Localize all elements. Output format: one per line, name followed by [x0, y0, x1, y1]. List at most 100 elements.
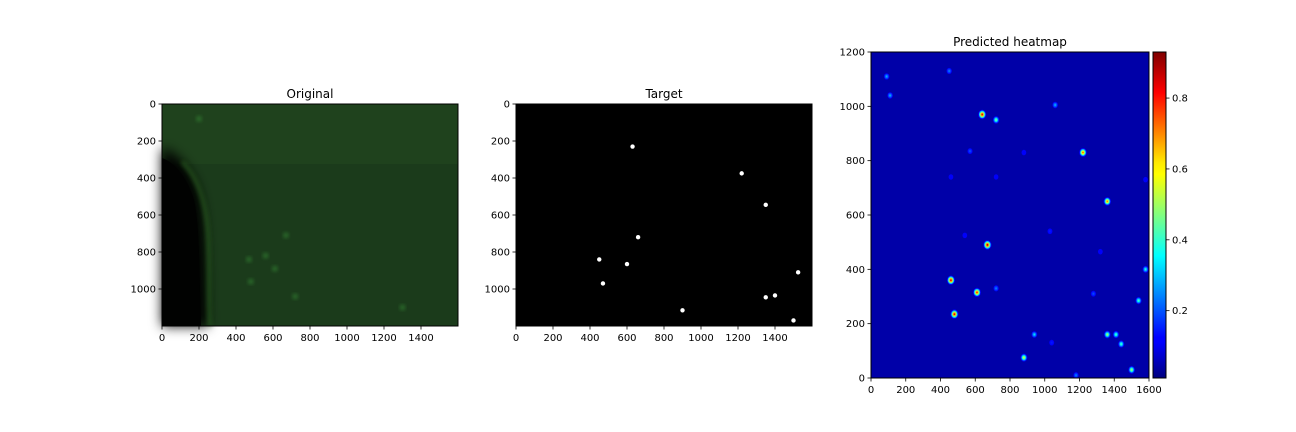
- heatmap-xtick-label: 0: [868, 385, 874, 396]
- heatmap-peak: [1128, 365, 1135, 374]
- heatmap-peak-ring: [1054, 104, 1056, 106]
- heatmap-peak: [887, 92, 893, 99]
- target-background: [516, 104, 812, 326]
- target-point: [635, 235, 641, 240]
- heatmap-peak: [946, 275, 955, 285]
- heatmap-peak: [973, 287, 981, 298]
- heatmap-peak-ring: [1051, 342, 1053, 344]
- colorbar-tick-label: 0.4: [1172, 235, 1188, 246]
- original-spot: [283, 233, 289, 238]
- heatmap-ytick-label: 200: [846, 319, 865, 330]
- heatmap-peak: [1047, 228, 1053, 235]
- heatmap-xtick-label: 600: [966, 385, 985, 396]
- heatmap-peak-ring: [981, 113, 984, 116]
- heatmap-peak: [1103, 197, 1112, 206]
- heatmap-background: [871, 52, 1149, 378]
- heatmap-ytick-label: 1200: [840, 48, 865, 59]
- original-xtick-label: 0: [159, 333, 165, 344]
- original-spot: [400, 305, 405, 310]
- heatmap-peak: [948, 174, 954, 180]
- heatmap-peak: [1097, 248, 1103, 255]
- heatmap-xtick-label: 400: [931, 385, 950, 396]
- target-xtick-label: 0: [513, 333, 519, 344]
- panel-original: Original 0 200 400 600 800 1000 1200 1400 0 200 40…: [131, 87, 459, 345]
- heatmap-xtick-label: 1600: [1136, 385, 1161, 396]
- original-ytick-label: 200: [137, 137, 156, 148]
- panel-heatmap: Predicted heatmap 0 200 400 600 800 1000 1200 1…: [840, 35, 1188, 396]
- heatmap-ytick-label: 600: [846, 211, 865, 222]
- original-spots: [196, 116, 405, 310]
- heatmap-peak: [992, 116, 1000, 124]
- target-point: [795, 270, 801, 275]
- target-point: [763, 295, 768, 300]
- target-point: [739, 171, 744, 176]
- heatmap-peak: [1049, 339, 1055, 346]
- heatmap-peak: [1142, 265, 1149, 273]
- target-xtick-label: 1400: [762, 333, 787, 344]
- original-ytick-label: 0: [150, 100, 156, 111]
- heatmap-peak: [1073, 372, 1079, 379]
- heatmap-peak-ring: [964, 234, 966, 236]
- original-axes: 0 200 400 600 800 1000 1200 1400 0 200 400 600 800 10…: [131, 100, 434, 345]
- original-ytick-label: 600: [137, 211, 156, 222]
- heatmap-peak: [978, 109, 987, 120]
- heatmap-peak-ring: [1130, 369, 1133, 371]
- target-title: Target: [644, 87, 682, 101]
- heatmap-peak: [1020, 353, 1028, 362]
- target-xtick-label: 1200: [725, 333, 750, 344]
- heatmap-peak: [1118, 340, 1125, 348]
- heatmap-peak-ring: [1075, 374, 1077, 376]
- heatmap-peaks: [883, 67, 1149, 379]
- target-ytick-label: 1000: [485, 285, 510, 296]
- original-bright-edge: [180, 160, 212, 327]
- heatmap-peak-ring: [1023, 151, 1025, 154]
- target-point: [791, 318, 796, 323]
- heatmap-peak: [1135, 296, 1142, 305]
- heatmap-peak-ring: [995, 287, 997, 289]
- heatmap-peak-ring: [1092, 293, 1094, 295]
- target-xtick-label: 1000: [688, 333, 713, 344]
- heatmap-peak: [1143, 176, 1148, 183]
- heatmap-peak-ring: [1106, 333, 1108, 336]
- heatmap-peak-ring: [953, 313, 956, 316]
- colorbar-tick-label: 0.2: [1172, 306, 1188, 317]
- heatmap-ytick-label: 1000: [840, 102, 865, 113]
- heatmap-xtick-label: 1400: [1102, 385, 1127, 396]
- heatmap-peak-ring: [969, 150, 971, 152]
- heatmap-ytick-label: 800: [846, 156, 865, 167]
- heatmap-peak: [1112, 330, 1120, 339]
- target-xtick-label: 200: [543, 333, 562, 344]
- heatmap-peak-ring: [995, 176, 997, 178]
- heatmap-peak: [962, 232, 968, 239]
- heatmap-peak-ring: [1033, 333, 1035, 336]
- heatmap-peak: [1104, 330, 1111, 339]
- original-image: [162, 104, 458, 327]
- heatmap-peak-ring: [1120, 343, 1122, 345]
- heatmap-peak-ring: [1049, 230, 1051, 232]
- heatmap-peak: [1021, 149, 1027, 156]
- heatmap-peak-ring: [1106, 200, 1109, 203]
- heatmap-peak-ring: [1144, 268, 1147, 271]
- heatmap-peak: [1052, 101, 1058, 109]
- heatmap-peak: [1079, 148, 1087, 158]
- original-ytick-label: 1000: [131, 285, 156, 296]
- original-xtick-label: 1200: [371, 333, 396, 344]
- target-point: [763, 202, 768, 208]
- original-xtick-label: 600: [263, 333, 282, 344]
- heatmap-peak-ring: [976, 291, 978, 294]
- heatmap-peak-ring: [1115, 333, 1117, 336]
- heatmap-peak: [993, 285, 999, 292]
- target-point: [624, 261, 630, 267]
- colorbar-tick-label: 0.6: [1172, 164, 1188, 175]
- heatmap-peak-ring: [1137, 299, 1140, 302]
- original-xtick-label: 400: [226, 333, 245, 344]
- heatmap-peak: [883, 73, 890, 80]
- heatmap-peak-ring: [950, 176, 952, 178]
- original-spot: [196, 116, 202, 122]
- original-ytick-label: 400: [137, 174, 156, 185]
- colorbar-tick-label: 0.8: [1172, 94, 1188, 105]
- heatmap-peak-ring: [886, 75, 888, 78]
- original-xtick-label: 800: [300, 333, 319, 344]
- target-ytick-label: 400: [491, 174, 510, 185]
